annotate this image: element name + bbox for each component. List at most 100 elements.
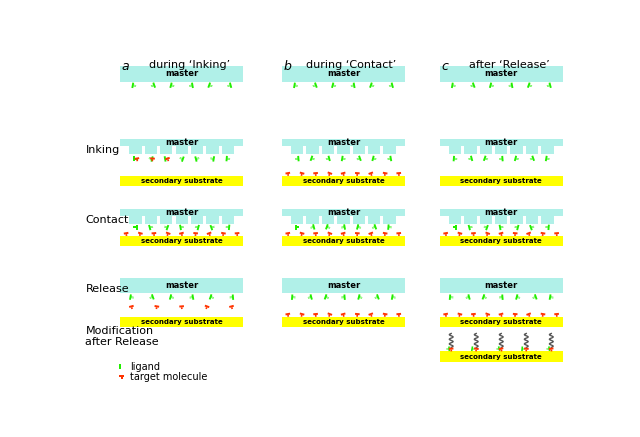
Polygon shape [164, 225, 169, 230]
Polygon shape [355, 172, 360, 174]
Polygon shape [547, 346, 550, 351]
Bar [440, 66, 563, 82]
Polygon shape [301, 315, 303, 317]
Polygon shape [515, 294, 520, 300]
Text: master: master [165, 208, 198, 217]
Bar [120, 316, 243, 327]
Polygon shape [473, 315, 474, 317]
Bar [191, 146, 204, 154]
Polygon shape [340, 312, 346, 316]
Bar [464, 216, 477, 224]
Polygon shape [550, 350, 552, 351]
Polygon shape [189, 83, 194, 88]
Polygon shape [300, 312, 305, 316]
Polygon shape [227, 83, 232, 88]
Bar [322, 216, 334, 224]
Polygon shape [528, 315, 531, 317]
Polygon shape [179, 305, 184, 308]
Polygon shape [340, 232, 346, 235]
Polygon shape [513, 232, 518, 234]
Polygon shape [449, 347, 454, 350]
Bar [175, 146, 188, 154]
Polygon shape [181, 234, 183, 236]
Polygon shape [489, 83, 494, 88]
Polygon shape [468, 225, 473, 230]
Bar [480, 146, 492, 154]
Polygon shape [513, 313, 518, 315]
Polygon shape [301, 234, 303, 236]
Text: Release: Release [86, 284, 129, 294]
Bar [541, 216, 554, 224]
Polygon shape [355, 232, 360, 234]
Polygon shape [129, 294, 134, 300]
Bar [175, 216, 188, 224]
Text: master: master [165, 138, 198, 147]
Polygon shape [529, 225, 534, 230]
Polygon shape [475, 350, 477, 351]
Polygon shape [328, 232, 332, 235]
Polygon shape [470, 82, 476, 88]
Polygon shape [458, 232, 463, 235]
Polygon shape [179, 225, 184, 230]
Polygon shape [325, 224, 330, 230]
Polygon shape [486, 234, 488, 236]
Polygon shape [225, 156, 230, 161]
Polygon shape [285, 313, 290, 316]
Polygon shape [308, 294, 313, 300]
Text: master: master [327, 281, 360, 290]
Bar [282, 139, 405, 146]
Bar [129, 146, 141, 154]
Polygon shape [387, 156, 392, 161]
Bar [282, 236, 405, 246]
Polygon shape [383, 232, 388, 235]
Polygon shape [166, 234, 168, 236]
Polygon shape [331, 83, 336, 88]
Polygon shape [372, 224, 377, 230]
Polygon shape [371, 156, 376, 161]
Polygon shape [458, 315, 460, 317]
Polygon shape [545, 225, 550, 230]
Polygon shape [120, 364, 124, 369]
Polygon shape [384, 315, 386, 317]
Polygon shape [500, 315, 502, 317]
Polygon shape [169, 294, 174, 300]
Polygon shape [384, 234, 386, 236]
Polygon shape [229, 305, 234, 308]
Bar [526, 146, 538, 154]
Bar [541, 146, 554, 154]
Polygon shape [356, 315, 358, 317]
Polygon shape [473, 234, 474, 236]
Polygon shape [389, 83, 394, 88]
Polygon shape [148, 225, 153, 230]
Polygon shape [328, 171, 332, 175]
Bar [282, 316, 405, 327]
Bar [495, 146, 508, 154]
Polygon shape [291, 295, 296, 300]
Polygon shape [124, 232, 129, 235]
Text: target molecule: target molecule [130, 372, 207, 382]
Polygon shape [514, 234, 516, 236]
Polygon shape [129, 305, 134, 308]
Polygon shape [195, 234, 196, 236]
Polygon shape [387, 224, 392, 230]
Polygon shape [170, 83, 175, 88]
Polygon shape [396, 232, 401, 234]
Bar [440, 209, 563, 216]
Polygon shape [471, 232, 476, 234]
Polygon shape [209, 225, 215, 230]
Polygon shape [166, 232, 171, 235]
Polygon shape [391, 294, 396, 300]
Bar [145, 216, 157, 224]
Polygon shape [133, 156, 138, 161]
Text: Inking: Inking [86, 145, 120, 155]
Polygon shape [368, 171, 373, 175]
Text: secondary substrate: secondary substrate [303, 319, 384, 325]
Bar [291, 146, 303, 154]
Polygon shape [285, 232, 290, 235]
Polygon shape [301, 174, 303, 176]
Polygon shape [515, 225, 520, 230]
Polygon shape [125, 234, 127, 236]
Bar [120, 176, 243, 187]
Polygon shape [396, 172, 401, 174]
Polygon shape [179, 232, 184, 235]
